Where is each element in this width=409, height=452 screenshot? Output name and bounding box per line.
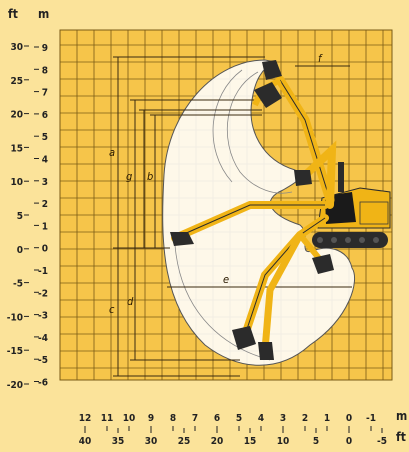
y-tick-label-m: 3 (42, 177, 48, 188)
y-tick-label-m: -6 (38, 378, 48, 389)
x-tick-label-m: 3 (280, 413, 286, 424)
y-tick-label-m: -3 (38, 311, 48, 322)
working-envelope (162, 59, 356, 366)
y-tick-label-m: -4 (38, 333, 48, 344)
x-tick-label-m: 10 (123, 413, 136, 424)
excavator-icon (170, 60, 391, 360)
x-tick-label-ft: 35 (112, 436, 125, 447)
x-axis-unit-m: m (396, 409, 407, 423)
y-tick-label-ft: -15 (7, 346, 23, 357)
envelope-inner-arc (212, 69, 243, 183)
y-tick-label-m: 8 (42, 65, 48, 76)
y-axis-ft: 30 25 20 15 10 5 0 -5 -10 -15 -20 (7, 42, 29, 391)
y-tick-label-ft: 15 (10, 143, 23, 154)
y-tick-label-ft: 10 (10, 177, 23, 188)
dimension-labels: a g b c d e f (109, 52, 323, 316)
y-tick-label-ft: 20 (10, 110, 23, 121)
x-tick-label-m: 0 (346, 413, 352, 424)
y-tick-label-ft: 0 (17, 245, 23, 256)
y-tick-label-m: 2 (42, 199, 48, 210)
y-tick-label-ft: 25 (10, 76, 23, 87)
x-tick-label-ft: 0 (346, 436, 352, 447)
x-tick-label-m: 7 (192, 413, 198, 424)
y-tick-label-m: -2 (38, 288, 48, 299)
dimension-label-g: g (126, 170, 132, 183)
y-axis-unit-ft: ft (8, 7, 18, 21)
y-axis-m: 9 8 7 6 5 4 3 2 1 0 -1 -2 -3 -4 -5 -6 (34, 43, 48, 389)
dimension-label-d: d (127, 295, 134, 308)
x-axis-ft: 40 35 30 25 20 15 10 5 0 -5 (79, 428, 387, 447)
y-tick-label-m: 7 (42, 88, 48, 99)
y-tick-label-m: 9 (42, 43, 48, 54)
envelope-inner-arc (174, 244, 271, 361)
dimension-label-f: f (318, 52, 323, 65)
x-tick-label-m: 1 (324, 413, 330, 424)
x-tick-label-ft: 10 (277, 436, 290, 447)
dimension-label-c: c (109, 303, 115, 316)
dimension-label-a: a (109, 146, 115, 159)
y-tick-label-m: 5 (42, 132, 48, 143)
x-tick-label-ft: 20 (211, 436, 224, 447)
x-tick-label-ft: 15 (244, 436, 257, 447)
y-tick-label-m: 6 (42, 110, 48, 121)
y-tick-label-m: 0 (42, 244, 48, 255)
envelope-inner-arc (226, 71, 293, 194)
x-tick-label-ft: 5 (313, 436, 319, 447)
y-tick-label-ft: -5 (13, 279, 23, 290)
dimension-label-b: b (147, 170, 153, 183)
x-tick-label-m: 5 (236, 413, 242, 424)
x-tick-label-m: 2 (302, 413, 308, 424)
x-axis-unit-ft: ft (396, 430, 406, 444)
x-tick-label-ft: -5 (377, 436, 387, 447)
x-tick-label-ft: 25 (178, 436, 191, 447)
y-tick-label-m: -1 (38, 266, 48, 277)
y-tick-label-ft: -10 (7, 312, 23, 323)
x-axis-m: 12 11 10 9 8 7 6 5 4 3 2 1 0 -1 (79, 413, 376, 431)
x-tick-label-m: 4 (258, 413, 264, 424)
dimension-label-e: e (223, 273, 229, 286)
y-tick-label-m: -5 (38, 355, 48, 366)
x-tick-label-ft: 40 (79, 436, 92, 447)
x-tick-label-m: 12 (79, 413, 92, 424)
y-tick-label-ft: -20 (7, 380, 23, 391)
y-tick-label-ft: 30 (10, 42, 23, 53)
y-tick-label-m: 4 (42, 155, 48, 166)
x-tick-label-m: 9 (148, 413, 154, 424)
y-tick-label-ft: 5 (17, 211, 23, 222)
x-tick-label-m: 8 (170, 413, 176, 424)
y-tick-label-m: 1 (42, 221, 48, 232)
x-tick-label-m: -1 (366, 413, 376, 424)
x-tick-label-m: 6 (214, 413, 220, 424)
x-tick-label-m: 11 (101, 413, 114, 424)
y-axis-unit-m: m (38, 7, 49, 21)
x-tick-label-ft: 30 (145, 436, 158, 447)
